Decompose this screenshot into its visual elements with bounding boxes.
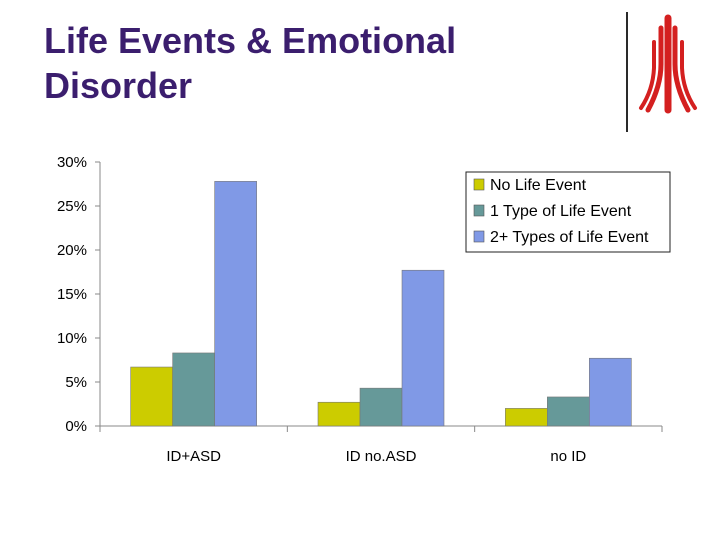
bar <box>214 181 257 427</box>
bar <box>359 387 403 427</box>
title-divider <box>626 12 628 132</box>
slide-title-line-1: Life Events & Emotional <box>44 20 457 61</box>
bar <box>589 357 632 427</box>
slide-title-line-2: Disorder <box>44 65 193 106</box>
bar <box>401 269 445 427</box>
bar <box>317 401 361 427</box>
x-tick-label: ID+ASD <box>166 448 221 465</box>
x-tick-label: no ID <box>550 448 586 465</box>
legend-box <box>465 171 671 253</box>
y-tick-label: 30% <box>57 154 87 171</box>
bar <box>547 396 590 427</box>
y-tick-label: 15% <box>57 286 87 303</box>
legend-swatch <box>473 178 485 191</box>
bar <box>505 408 548 427</box>
legend-label: 2+ Types of Life Event <box>490 229 649 246</box>
legend-label: No Life Event <box>490 177 587 194</box>
bar <box>130 366 173 427</box>
bar <box>172 352 215 427</box>
legend-label: 1 Type of Life Event <box>490 203 632 220</box>
y-tick-label: 5% <box>65 374 87 391</box>
y-tick-label: 0% <box>65 418 87 435</box>
x-tick-label: ID no.ASD <box>346 448 417 465</box>
y-tick-label: 10% <box>57 330 87 347</box>
slide-title: Life Events & Emotional Disorder <box>44 18 564 108</box>
y-tick-label: 25% <box>57 198 87 215</box>
legend-swatch <box>473 204 485 217</box>
y-tick-label: 20% <box>57 242 87 259</box>
red-tree-logo-icon <box>639 14 697 114</box>
legend-swatch <box>473 230 485 243</box>
